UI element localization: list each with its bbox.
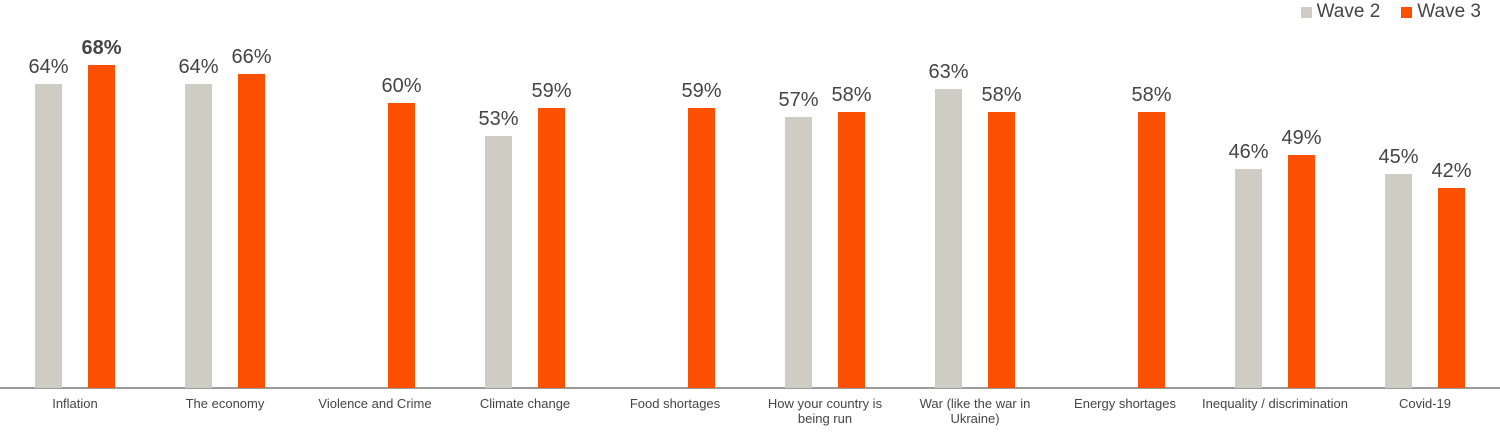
bar-wave-3-how-your-country-is <box>838 112 865 388</box>
bar-wave-2-war-like-the-war-in <box>935 89 962 388</box>
category-label-how-your-country-is: How your country is being run <box>767 396 883 426</box>
value-label-wave-2-inflation: 64% <box>28 56 69 78</box>
category-label-inflation: Inflation <box>52 396 98 411</box>
legend-item-wave-2: Wave 2 <box>1300 1 1381 22</box>
legend-label-wave-2: Wave 2 <box>1316 1 1381 22</box>
value-label-wave-3-war-like-the-war-in: 58% <box>981 84 1022 106</box>
value-label-wave-2-the-economy: 64% <box>178 56 219 78</box>
legend: Wave 2 Wave 3 <box>1300 1 1481 22</box>
category-label-inequality-discrimination: Inequality / discrimination <box>1202 396 1348 411</box>
bar-wave-2-how-your-country-is <box>785 117 812 388</box>
legend-swatch-wave-3 <box>1401 6 1413 18</box>
category-label-covid-19: Covid-19 <box>1398 396 1452 411</box>
value-label-wave-2-war-like-the-war-in: 63% <box>928 61 969 83</box>
category-label-energy-shortages: Energy shortages <box>1074 396 1176 411</box>
value-label-wave-3-inequality-discrimination: 49% <box>1281 127 1322 149</box>
value-label-wave-3-inflation: 68% <box>81 37 122 59</box>
value-label-wave-3-energy-shortages: 58% <box>1131 84 1172 106</box>
value-label-wave-2-inequality-discrimination: 46% <box>1228 141 1269 163</box>
bar-wave-3-war-like-the-war-in <box>988 112 1015 388</box>
bar-wave-3-inflation <box>88 65 115 388</box>
value-label-wave-2-covid-19: 45% <box>1378 146 1419 168</box>
bar-wave-2-inflation <box>35 84 62 388</box>
x-axis-line <box>0 387 1500 389</box>
bar-wave-3-violence-and-crime <box>388 103 415 388</box>
bar-wave-3-energy-shortages <box>1138 112 1165 388</box>
bar-wave-2-the-economy <box>185 84 212 388</box>
category-label-climate-change: Climate change <box>479 396 571 411</box>
value-label-wave-2-how-your-country-is: 57% <box>778 89 819 111</box>
value-label-wave-3-violence-and-crime: 60% <box>381 75 422 97</box>
category-label-the-economy: The economy <box>185 396 265 411</box>
bar-wave-3-inequality-discrimination <box>1288 155 1315 388</box>
bar-wave-3-the-economy <box>238 74 265 388</box>
bar-wave-3-food-shortages <box>688 108 715 388</box>
value-label-wave-3-the-economy: 66% <box>231 46 272 68</box>
category-label-food-shortages: Food shortages <box>629 396 721 411</box>
value-label-wave-2-climate-change: 53% <box>478 108 519 130</box>
category-label-war-like-the-war-in: War (like the war in Ukraine) <box>919 396 1031 426</box>
value-label-wave-3-covid-19: 42% <box>1431 160 1472 182</box>
value-label-wave-3-climate-change: 59% <box>531 80 572 102</box>
bar-wave-2-covid-19 <box>1385 174 1412 388</box>
legend-item-wave-3: Wave 3 <box>1401 2 1481 22</box>
category-label-violence-and-crime: Violence and Crime <box>318 396 432 411</box>
legend-swatch-wave-2 <box>1300 6 1312 18</box>
value-label-wave-3-food-shortages: 59% <box>681 80 722 102</box>
bar-wave-3-climate-change <box>538 108 565 388</box>
bar-wave-3-covid-19 <box>1438 188 1465 388</box>
bar-wave-2-inequality-discrimination <box>1235 169 1262 388</box>
legend-label-wave-3: Wave 3 <box>1417 1 1481 22</box>
bar-wave-2-climate-change <box>485 136 512 388</box>
value-label-wave-3-how-your-country-is: 58% <box>831 84 872 106</box>
